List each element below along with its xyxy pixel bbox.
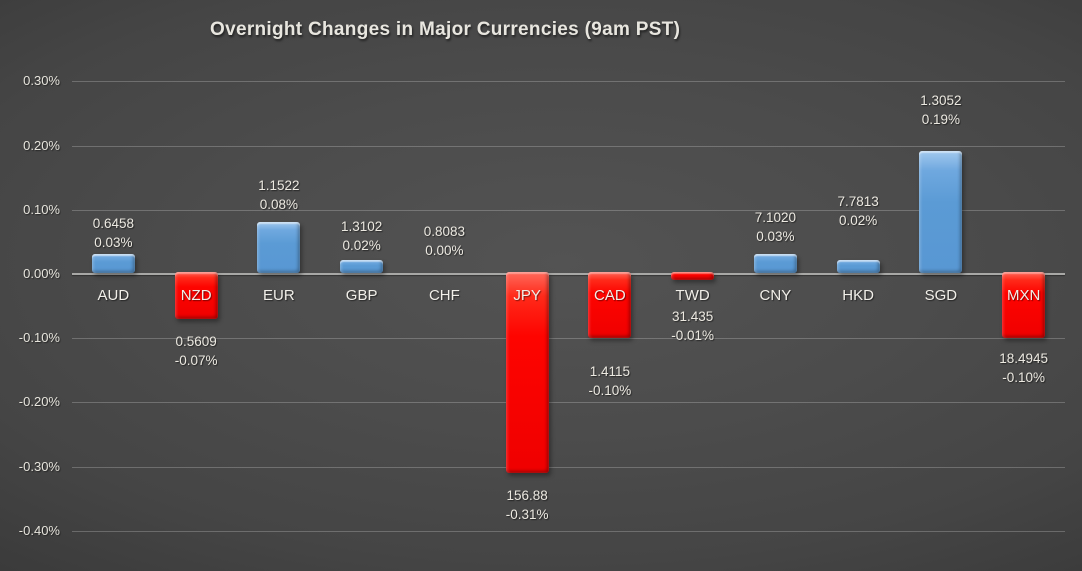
data-label-change-pct: 0.02% [342, 238, 381, 253]
data-label-mxn: 18.4945 -0.10% [974, 349, 1074, 387]
category-label-twd: TWD [675, 287, 710, 304]
y-axis-tick-label: -0.10% [18, 330, 60, 345]
bar-jpy [505, 272, 549, 473]
bar-twd [671, 272, 715, 280]
data-label-chf: 0.8083 0.00% [394, 222, 494, 260]
gridline [72, 146, 1065, 147]
data-label-gbp: 1.3102 0.02% [312, 217, 412, 255]
data-label-change-pct: -0.01% [671, 328, 715, 343]
data-label-rate: 156.88 [506, 488, 548, 503]
gridline [72, 81, 1065, 82]
data-label-change-pct: 0.03% [94, 235, 133, 250]
bar-aud [91, 254, 135, 273]
data-label-hkd: 7.7813 0.02% [808, 192, 908, 230]
category-label-sgd: SGD [924, 287, 958, 304]
data-label-change-pct: 0.02% [838, 213, 878, 228]
data-label-aud: 0.6458 0.03% [63, 214, 163, 252]
data-label-eur: 1.1522 0.08% [229, 176, 329, 214]
y-axis-tick-label: 0.00% [23, 266, 60, 281]
data-label-change-pct: -0.07% [174, 353, 218, 368]
data-label-rate: 1.1522 [258, 178, 300, 193]
data-label-change-pct: 0.19% [921, 112, 961, 127]
bar-hkd [836, 260, 880, 273]
data-label-rate: 7.7813 [837, 194, 879, 209]
chart-title: Overnight Changes in Major Currencies (9… [210, 19, 681, 40]
category-label-eur: EUR [263, 287, 295, 304]
data-label-change-pct: -0.10% [588, 383, 632, 398]
bar-cny [753, 254, 797, 273]
bar-sgd [919, 151, 963, 273]
data-label-rate: 1.3102 [340, 219, 383, 234]
category-label-nzd: NZD [180, 287, 212, 304]
data-label-rate: 7.1020 [754, 210, 797, 225]
category-label-jpy: JPY [513, 287, 541, 304]
gridline [72, 402, 1065, 403]
gridline [72, 210, 1065, 211]
gridline [72, 531, 1065, 532]
bar-mxn [1002, 272, 1046, 338]
data-label-rate: 18.4945 [999, 351, 1049, 366]
y-axis-tick-label: -0.40% [18, 523, 60, 538]
bar-gbp [340, 260, 384, 273]
category-label-chf: CHF [428, 287, 460, 304]
category-label-cny: CNY [759, 287, 792, 304]
y-axis-tick-label: -0.20% [18, 394, 60, 409]
data-label-change-pct: -0.31% [505, 507, 549, 522]
data-label-rate: 0.6458 [92, 216, 135, 231]
data-label-rate: 1.4115 [589, 364, 631, 379]
data-label-sgd: 1.3052 0.19% [891, 91, 991, 129]
data-label-nzd: 0.5609 -0.07% [146, 332, 246, 370]
y-axis-tick-label: -0.30% [18, 459, 60, 474]
data-label-rate: 31.435 [671, 309, 714, 324]
category-label-gbp: GBP [345, 287, 378, 304]
y-axis-tick-label: 0.30% [23, 73, 60, 88]
data-label-change-pct: 0.03% [756, 229, 795, 244]
data-label-twd: 31.435 -0.01% [643, 307, 743, 345]
category-label-aud: AUD [97, 287, 130, 304]
bar-eur [257, 222, 301, 273]
y-axis-tick-label: 0.20% [23, 138, 60, 153]
category-label-mxn: MXN [1006, 287, 1041, 304]
gridline [72, 338, 1065, 339]
data-label-jpy: 156.88 -0.31% [477, 486, 577, 524]
data-label-change-pct: -0.10% [1002, 370, 1046, 385]
data-label-rate: 0.5609 [175, 334, 217, 349]
data-label-change-pct: 0.08% [259, 197, 299, 212]
category-label-hkd: HKD [842, 287, 874, 304]
data-label-rate: 1.3052 [920, 93, 962, 108]
x-axis-line [72, 273, 1065, 275]
y-axis-tick-label: 0.10% [23, 202, 60, 217]
bar-cad [588, 272, 632, 338]
data-label-change-pct: 0.00% [425, 243, 464, 258]
category-label-cad: CAD [594, 287, 626, 304]
data-label-rate: 0.8083 [423, 224, 466, 239]
data-label-cad: 1.4115 -0.10% [560, 362, 660, 400]
data-label-cny: 7.1020 0.03% [725, 208, 825, 246]
gridline [72, 467, 1065, 468]
bar-nzd [174, 272, 218, 319]
